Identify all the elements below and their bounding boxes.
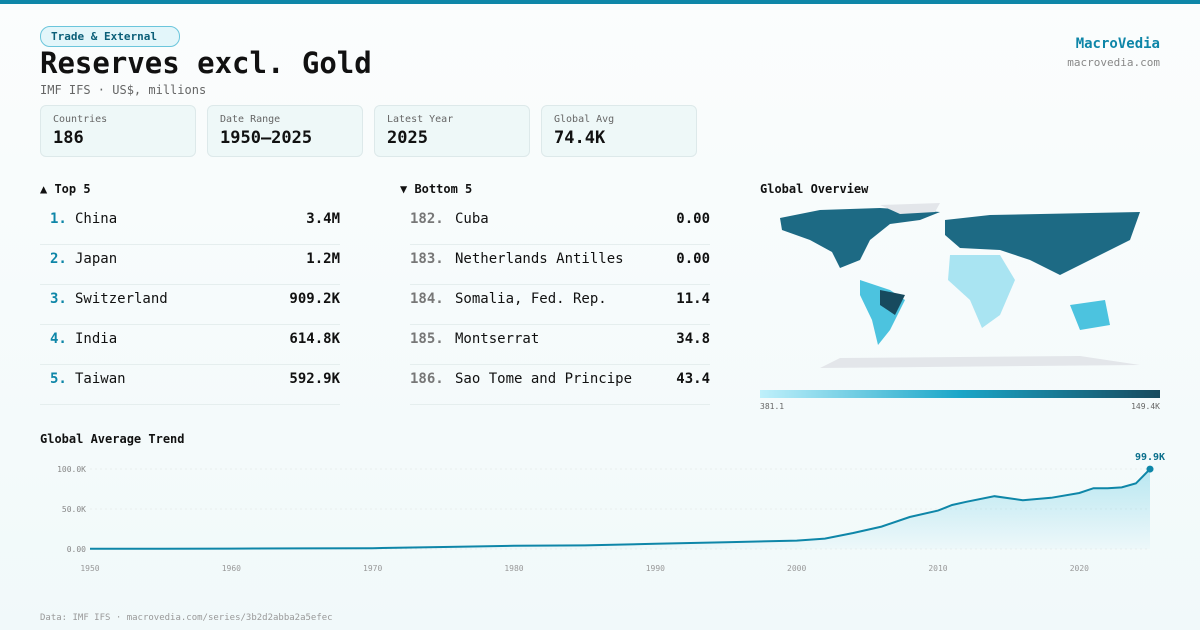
country-name: Montserrat [455,331,540,347]
list-row: 186. Sao Tome and Principe 43.4 [410,365,710,405]
stat-label: Latest Year [387,114,454,125]
north-america [780,208,940,268]
color-max: 149.4K [1131,402,1160,411]
page-title: Reserves excl. Gold [40,46,372,80]
stat-card: Countries 186 [40,105,196,157]
rank: 184. [410,291,444,307]
greenland [880,203,940,214]
x-tick-label: 2000 [787,564,806,573]
rank: 3. [50,291,67,307]
country-name: Sao Tome and Principe [455,371,633,387]
rank: 2. [50,251,67,267]
stat-label: Date Range [220,114,281,125]
rank: 186. [410,371,444,387]
x-tick-label: 1990 [646,564,665,573]
list-row: 182. Cuba 0.00 [410,205,710,245]
stat-value: 1950–2025 [220,128,313,148]
top-title: ▲ Top 5 [40,182,91,196]
value: 0.00 [676,251,710,267]
country-name: Cuba [455,211,489,227]
list-row: 184. Somalia, Fed. Rep. 11.4 [410,285,710,325]
south-america [860,280,905,345]
x-tick-label: 2020 [1070,564,1089,573]
country-name: Japan [75,251,118,267]
x-tick-label: 1960 [222,564,241,573]
bottom-title: ▼ Bottom 5 [400,182,473,196]
value: 3.4M [306,211,340,227]
australia [1070,300,1110,330]
country-name: Somalia, Fed. Rep. [455,291,607,307]
site: macrovedia.com [1067,56,1160,69]
line-chart: 0.00 50.0K 100.0K 1950 1960 1970 1980 1990 2000 2… [57,452,1165,573]
top-bar [0,0,1200,4]
color-min: 381.1 [760,402,784,411]
value: 11.4 [676,291,710,307]
stat-card: Date Range 1950–2025 [207,105,363,157]
y-tick-label: 50.0K [62,505,86,514]
country-name: China [75,211,118,227]
country-name: India [75,331,118,347]
list-row: 4. India 614.8K [40,325,340,365]
rank: 182. [410,211,444,227]
stat-value: 2025 [387,128,428,148]
rank: 4. [50,331,67,347]
country-name: Taiwan [75,371,126,387]
x-tick-label: 1950 [80,564,99,573]
africa [948,255,1015,328]
stat-label: Global Avg [554,114,615,125]
stat-value: 186 [53,128,84,148]
antarctica [820,356,1140,368]
line [89,468,1151,550]
stat-value: 74.4K [554,128,606,148]
eurasia [945,212,1140,275]
stat-card: Global Avg 74.4K [541,105,697,157]
rank: 183. [410,251,444,267]
area [90,469,1150,549]
end-point [1146,465,1154,473]
rank: 5. [50,371,67,387]
list-row: 2. Japan 1.2M [40,245,340,285]
y-tick-label: 0.00 [67,545,86,554]
rank: 185. [410,331,444,347]
list-row: 183. Netherlands Antilles 0.00 [410,245,710,285]
country-name: Switzerland [75,291,168,307]
brazil [880,290,905,315]
stat-label: Countries [53,114,108,125]
category-badge: Trade & External [40,26,180,47]
list-row: 3. Switzerland 909.2K [40,285,340,325]
list-row: 5. Taiwan 592.9K [40,365,340,405]
value: 0.00 [676,211,710,227]
value: 1.2M [306,251,340,267]
color-bar [760,390,1160,398]
rank: 1. [50,211,67,227]
value-label: 99.9K [1135,452,1165,463]
value: 614.8K [289,331,340,347]
y-tick-label: 100.0K [57,465,86,474]
map-title: Global Overview [760,182,869,196]
x-tick-label: 1970 [363,564,382,573]
subtitle: IMF IFS · US$, millions [40,83,207,97]
stat-card: Latest Year 2025 [374,105,530,157]
list-row: 185. Montserrat 34.8 [410,325,710,365]
value: 592.9K [289,371,340,387]
country-name: Netherlands Antilles [455,251,624,267]
chart-title: Global Average Trend [40,432,185,446]
brand: MacroVedia [1075,36,1160,52]
value: 43.4 [676,371,710,387]
map: 381.1 149.4K [760,203,1160,411]
x-tick-label: 2010 [928,564,947,573]
x-tick-label: 1980 [504,564,523,573]
list-row: 1. China 3.4M [40,205,340,245]
value: 34.8 [676,331,710,347]
footer: Data: IMF IFS · macrovedia.com/series/3b… [40,613,333,623]
value: 909.2K [289,291,340,307]
